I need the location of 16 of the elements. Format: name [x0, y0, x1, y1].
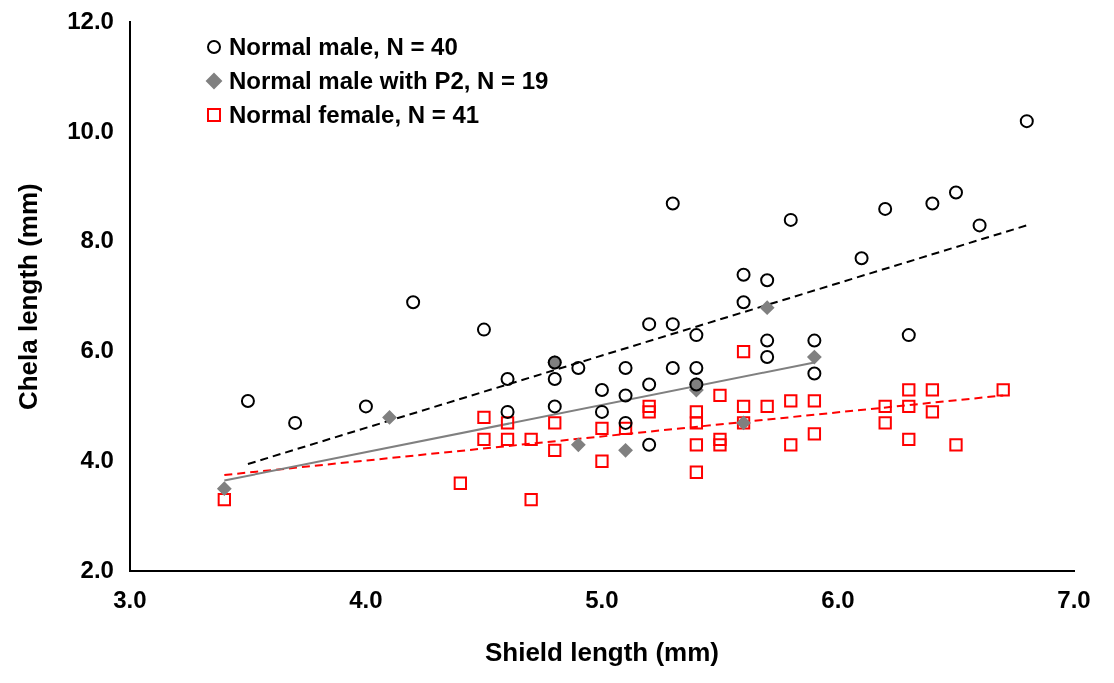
x-tick-label: 4.0: [349, 586, 383, 614]
x-tick-label: 5.0: [585, 586, 619, 614]
legend-label: Normal male with P2, N = 19: [229, 66, 549, 96]
y-tick-label: 8.0: [80, 226, 114, 254]
x-tick-label: 6.0: [821, 586, 855, 614]
y-tick-label: 2.0: [80, 555, 114, 583]
y-tick-label: 6.0: [80, 336, 114, 364]
y-axis-title: Chela length (mm): [12, 183, 43, 411]
y-tick-label: 10.0: [67, 116, 114, 144]
y-tick-label: 12.0: [67, 7, 114, 35]
x-tick-label: 3.0: [113, 586, 147, 614]
legend-label: Normal female, N = 41: [229, 100, 480, 130]
x-axis-title: Shield length (mm): [484, 636, 719, 667]
legend-label: Normal male, N = 40: [229, 32, 458, 62]
y-tick-label: 4.0: [80, 445, 114, 473]
x-tick-label: 7.0: [1057, 586, 1091, 614]
